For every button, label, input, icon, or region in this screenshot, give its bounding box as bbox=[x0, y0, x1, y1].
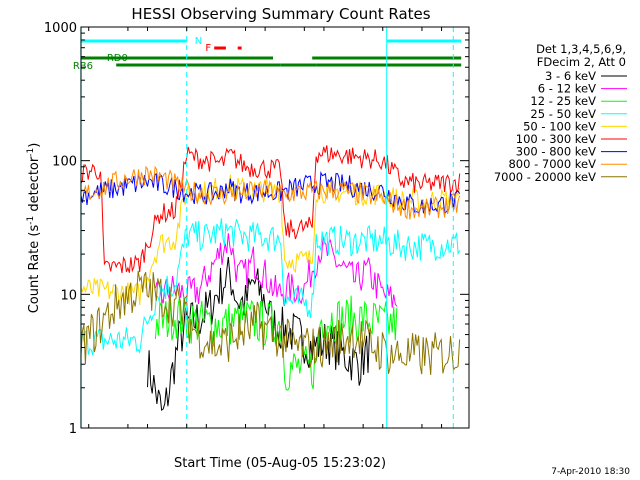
plot-frame bbox=[80, 26, 470, 429]
legend-header-line-2: FDecim 2, Att 0 bbox=[537, 55, 626, 69]
y-tick-label-4: 1000 bbox=[44, 21, 77, 36]
y-tick-label-1: 1 bbox=[69, 422, 77, 437]
series-line-2 bbox=[154, 233, 398, 308]
y-tick-label-2: 10 bbox=[60, 288, 77, 303]
series-line-9 bbox=[80, 270, 461, 375]
y-tick-label-3: 100 bbox=[52, 155, 77, 170]
legend-label-9: 7000 - 20000 keV bbox=[494, 170, 596, 184]
footer-date: 7-Apr-2010 18:30 bbox=[551, 467, 630, 477]
axis-layer: 15:3015:4516:0016:1516:3016:4517:0011010… bbox=[44, 21, 469, 437]
series-line-8 bbox=[80, 165, 461, 220]
flag-label-rb6: RB6 bbox=[73, 61, 93, 72]
series-line-3 bbox=[154, 295, 398, 391]
y-axis-label: Count Rate (s-1 detector-1) bbox=[26, 143, 42, 314]
chart-title: HESSI Observing Summary Count Rates bbox=[131, 5, 430, 23]
flag-label-flare: F bbox=[205, 43, 211, 54]
series-layer bbox=[80, 145, 461, 411]
x-axis-label: Start Time (05-Aug-05 15:23:02) bbox=[174, 456, 386, 471]
series-line-4 bbox=[80, 218, 461, 356]
legend-header-line-1: Det 1,3,4,5,6,9, bbox=[536, 42, 626, 56]
legend-label-2: 6 - 12 keV bbox=[538, 82, 596, 96]
series-line-6 bbox=[80, 145, 461, 274]
legend-label-8: 800 - 7000 keV bbox=[508, 157, 596, 171]
legend-label-6: 100 - 300 keV bbox=[516, 132, 596, 146]
legend: Det 1,3,4,5,6,9, FDecim 2, Att 0 3 - 6 k… bbox=[494, 42, 627, 184]
flag-label-rd0: RD0 bbox=[107, 53, 128, 64]
legend-label-5: 50 - 100 keV bbox=[523, 119, 596, 133]
legend-label-1: 3 - 6 keV bbox=[545, 69, 596, 83]
legend-label-4: 25 - 50 keV bbox=[530, 107, 596, 121]
legend-label-3: 12 - 25 keV bbox=[530, 94, 596, 108]
flag-label-night: N bbox=[195, 36, 202, 47]
legend-label-7: 300 - 800 keV bbox=[516, 145, 596, 159]
